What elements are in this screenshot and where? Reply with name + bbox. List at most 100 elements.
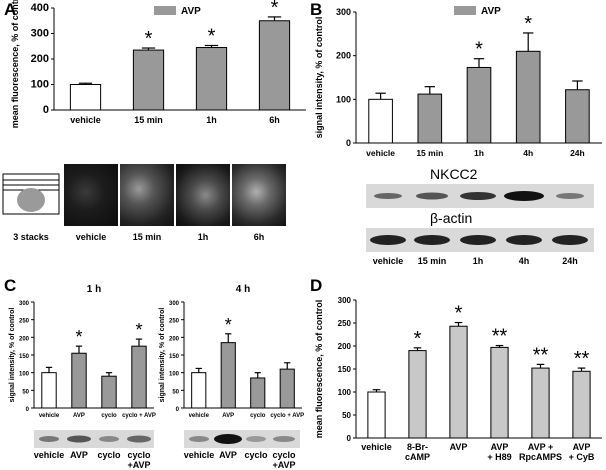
legend-label: AVP [181, 6, 201, 17]
western-blot-nkcc2 [366, 184, 594, 208]
y-tick-label: 150 [338, 365, 352, 374]
micrograph-vehicle [64, 164, 118, 226]
bar [565, 89, 590, 144]
significance-mark: * [475, 39, 483, 61]
legend-label: AVP [481, 6, 501, 17]
y-tick-label: 200 [169, 336, 180, 342]
y-tick-label: 100 [336, 94, 351, 104]
y-tick-label: 200 [336, 51, 351, 61]
western-blot-beta-actin [366, 228, 594, 252]
y-tick-label: 250 [19, 319, 30, 325]
lane-label: AVP [70, 450, 88, 460]
chart-panel-b: 0 100 200 300 signal intensity, % of control… [314, 6, 602, 158]
western-blot-c-1h [34, 430, 154, 448]
significance-mark: * [524, 13, 532, 35]
category-label: cyclo + AVP [122, 413, 156, 419]
micrograph-1h [176, 164, 230, 226]
panel-letter-a: A [4, 0, 17, 19]
blot-label-beta-actin: β-actin [430, 210, 473, 226]
image-caption: 6h [253, 232, 265, 242]
bar [572, 370, 591, 439]
bar [101, 375, 117, 409]
category-label: cyclo + AVP [270, 413, 304, 419]
y-tick-label: 400 [31, 2, 49, 14]
y-tick-label: 300 [169, 301, 180, 307]
category-label: vehicle [366, 148, 395, 158]
stack-diagram-icon [2, 173, 60, 215]
category-label: cyclo [250, 413, 266, 419]
y-tick-label: 100 [31, 79, 49, 91]
bar [367, 391, 386, 439]
bar [449, 325, 468, 439]
bar [250, 377, 266, 409]
category-label: vehicle [70, 115, 101, 125]
y-tick-label: 200 [31, 53, 49, 65]
category-label: AVP + RpcAMPS [519, 442, 562, 462]
y-tick-label: 50 [172, 389, 179, 395]
chart-title: 1 h [87, 284, 101, 295]
category-label: 1h [206, 115, 217, 125]
bar [41, 372, 57, 409]
y-tick-label: 0 [347, 434, 352, 443]
y-tick-label: 250 [338, 319, 352, 328]
category-label: 15 min [134, 115, 163, 125]
panel-letter-d: D [310, 276, 323, 295]
y-tick-label: 0 [26, 407, 30, 413]
micrograph-6h [232, 164, 286, 226]
bar [408, 350, 427, 439]
category-label: 8-Br-cAMP [405, 442, 430, 462]
significance-mark: * [225, 315, 232, 335]
y-tick-label: 150 [19, 354, 30, 360]
category-label: 24h [570, 148, 585, 158]
significance-mark: * [208, 25, 216, 47]
y-tick-label: 300 [31, 28, 49, 40]
category-label: 4h [523, 148, 533, 158]
y-tick-label: 100 [19, 372, 30, 378]
y-tick-label: 300 [336, 7, 351, 17]
category-label: vehicle [189, 413, 210, 419]
y-tick-label: 250 [169, 319, 180, 325]
lane-label: cyclo +AVP [127, 450, 151, 470]
category-label: AVP [450, 442, 468, 452]
stack-diagram [2, 168, 60, 228]
significance-mark: * [271, 0, 279, 19]
category-label: cyclo [101, 413, 117, 419]
bar [69, 84, 102, 111]
y-tick-label: 100 [169, 372, 180, 378]
legend-swatch [454, 6, 476, 15]
lane-label: cyclo [244, 450, 268, 460]
y-axis-label: mean fluorescence, % of control [314, 300, 324, 439]
image-caption: vehicle [75, 232, 107, 242]
bar [531, 367, 550, 439]
significance-mark: * [455, 303, 463, 325]
bar [132, 49, 165, 111]
category-label: AVP + CyB [569, 442, 595, 462]
bar [279, 368, 295, 409]
legend-swatch [154, 6, 176, 15]
y-axis-label: signal intensity, % of control [9, 308, 16, 403]
category-label: vehicle [361, 442, 392, 452]
y-axis-label: mean fluorescence, % of control [10, 0, 20, 128]
y-tick-label: 200 [338, 342, 352, 351]
lane-label: 15 min [417, 256, 447, 266]
panel-letter-b: B [310, 0, 323, 19]
bar [191, 372, 207, 409]
bar [368, 98, 393, 144]
image-caption: 1h [197, 232, 209, 242]
chart-title: 4 h [236, 284, 250, 295]
category-label: AVP [73, 413, 85, 419]
bar [195, 47, 228, 111]
image-caption: 3 stacks [13, 232, 49, 242]
y-tick-label: 50 [22, 389, 29, 395]
western-blot-c-4h [184, 430, 300, 448]
y-tick-label: 0 [43, 104, 49, 116]
significance-mark: * [145, 28, 153, 50]
lane-label: cyclo [97, 450, 121, 460]
significance-mark: * [135, 320, 142, 340]
bar [258, 20, 291, 111]
lane-label: 1h [472, 256, 484, 266]
lane-label: vehicle [33, 450, 65, 460]
y-tick-label: 300 [19, 301, 30, 307]
bar [220, 342, 236, 409]
